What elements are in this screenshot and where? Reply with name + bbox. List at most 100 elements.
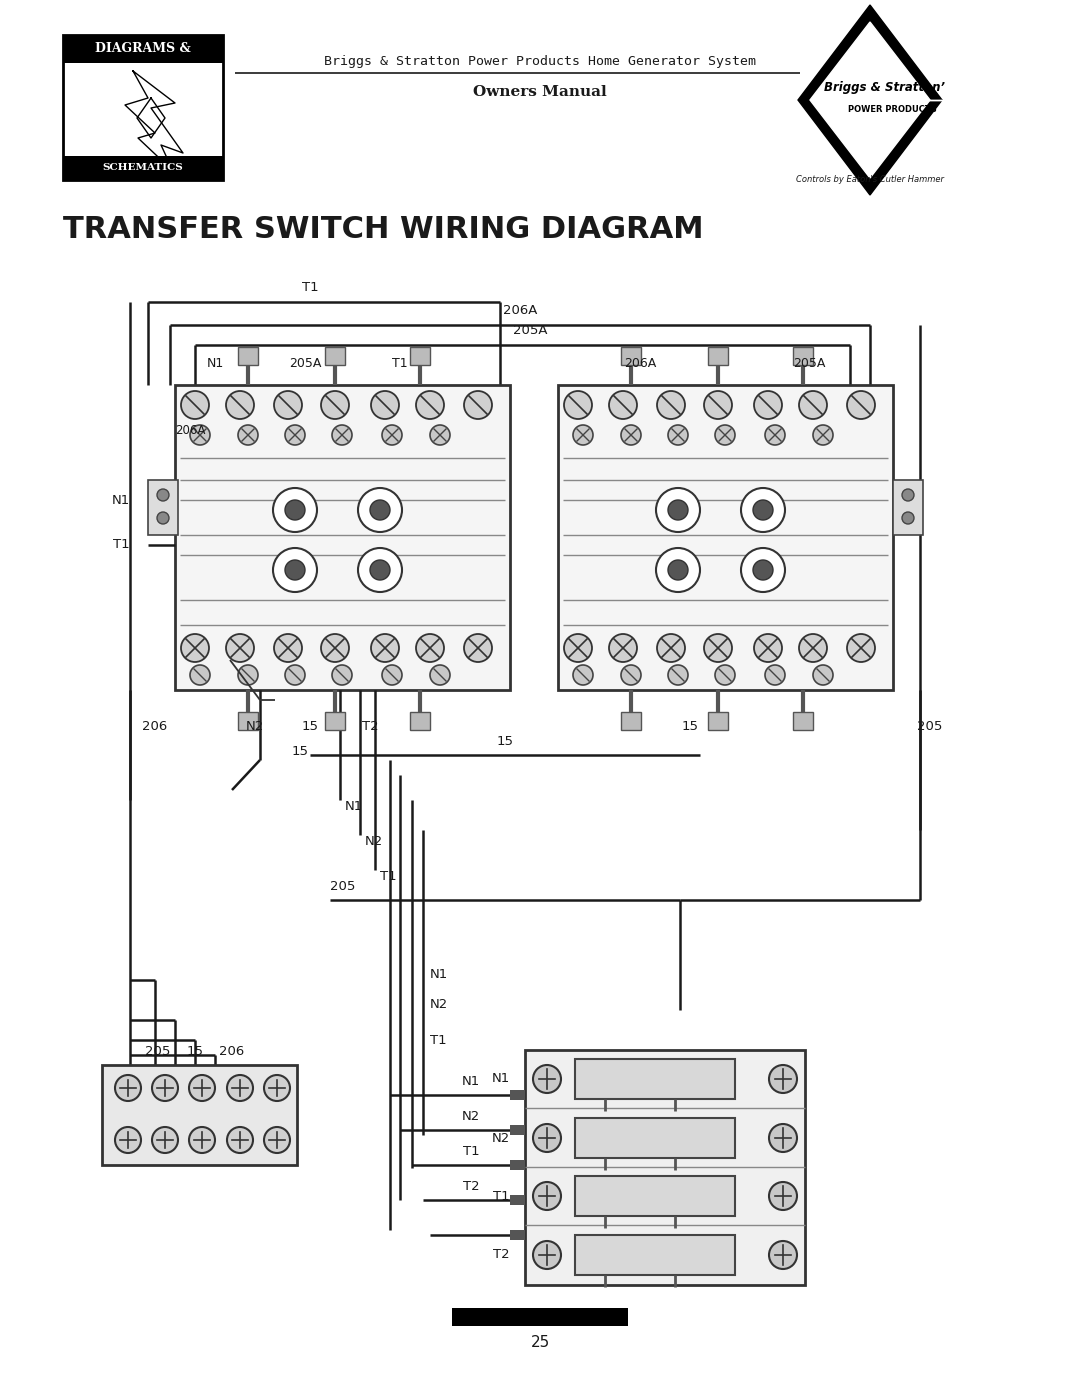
Circle shape xyxy=(669,425,688,446)
Polygon shape xyxy=(810,22,930,177)
Bar xyxy=(621,346,642,365)
Circle shape xyxy=(274,634,302,662)
Circle shape xyxy=(621,665,642,685)
Text: 15: 15 xyxy=(681,719,699,733)
Circle shape xyxy=(430,665,450,685)
Circle shape xyxy=(464,634,492,662)
Text: T1: T1 xyxy=(113,538,130,552)
Circle shape xyxy=(321,391,349,419)
Circle shape xyxy=(753,560,773,580)
Text: SCHEMATICS: SCHEMATICS xyxy=(103,163,184,172)
Text: N2: N2 xyxy=(462,1111,480,1123)
Circle shape xyxy=(902,511,914,524)
Bar xyxy=(148,481,178,535)
Text: 206: 206 xyxy=(219,1045,245,1058)
Circle shape xyxy=(534,1241,561,1268)
Circle shape xyxy=(273,488,318,532)
Bar xyxy=(558,386,893,690)
Circle shape xyxy=(765,425,785,446)
Text: 206: 206 xyxy=(143,719,167,733)
Circle shape xyxy=(152,1076,178,1101)
Text: N1: N1 xyxy=(430,968,448,982)
Bar xyxy=(708,346,728,365)
Bar xyxy=(238,712,258,731)
Circle shape xyxy=(534,1125,561,1153)
Circle shape xyxy=(332,665,352,685)
Bar xyxy=(510,1160,525,1171)
Circle shape xyxy=(769,1065,797,1092)
Circle shape xyxy=(357,488,402,532)
Circle shape xyxy=(704,391,732,419)
Circle shape xyxy=(181,391,210,419)
Circle shape xyxy=(370,560,390,580)
Circle shape xyxy=(564,634,592,662)
Circle shape xyxy=(657,391,685,419)
Bar xyxy=(893,481,923,535)
Text: 206A: 206A xyxy=(503,305,537,317)
Circle shape xyxy=(464,391,492,419)
Text: T1: T1 xyxy=(494,1189,510,1203)
Circle shape xyxy=(769,1182,797,1210)
Text: N1: N1 xyxy=(491,1073,510,1085)
Bar xyxy=(63,35,222,180)
Bar xyxy=(175,386,510,690)
Text: 205A: 205A xyxy=(288,358,321,370)
Circle shape xyxy=(741,488,785,532)
Circle shape xyxy=(741,548,785,592)
Circle shape xyxy=(372,634,399,662)
Circle shape xyxy=(715,425,735,446)
Circle shape xyxy=(238,665,258,685)
Circle shape xyxy=(765,665,785,685)
Circle shape xyxy=(799,391,827,419)
Bar xyxy=(325,712,345,731)
Circle shape xyxy=(656,488,700,532)
Circle shape xyxy=(357,548,402,592)
Bar xyxy=(410,712,430,731)
Circle shape xyxy=(273,548,318,592)
Text: N1: N1 xyxy=(206,358,224,370)
Circle shape xyxy=(416,634,444,662)
Circle shape xyxy=(382,425,402,446)
Circle shape xyxy=(114,1127,141,1153)
Circle shape xyxy=(573,665,593,685)
Circle shape xyxy=(190,665,210,685)
Circle shape xyxy=(534,1065,561,1092)
Circle shape xyxy=(657,634,685,662)
Bar xyxy=(575,1235,735,1275)
Text: 206A: 206A xyxy=(624,358,657,370)
Text: Briggs & Stratton Power Products Home Generator System: Briggs & Stratton Power Products Home Ge… xyxy=(324,56,756,68)
Bar xyxy=(63,35,222,63)
Circle shape xyxy=(285,500,305,520)
Text: T1: T1 xyxy=(301,281,319,293)
Circle shape xyxy=(609,634,637,662)
Circle shape xyxy=(332,425,352,446)
Circle shape xyxy=(564,391,592,419)
Circle shape xyxy=(226,391,254,419)
Text: 15: 15 xyxy=(301,719,319,733)
Bar xyxy=(238,346,258,365)
Circle shape xyxy=(847,391,875,419)
Circle shape xyxy=(754,391,782,419)
Circle shape xyxy=(190,425,210,446)
Circle shape xyxy=(813,425,833,446)
Text: T1: T1 xyxy=(380,870,396,883)
Circle shape xyxy=(285,560,305,580)
Bar xyxy=(510,1194,525,1206)
Text: T2: T2 xyxy=(463,1180,480,1193)
Text: T2: T2 xyxy=(494,1249,510,1261)
Circle shape xyxy=(157,511,168,524)
Circle shape xyxy=(902,489,914,502)
Circle shape xyxy=(227,1076,253,1101)
Text: Controls by Eaton's Cutler Hammer: Controls by Eaton's Cutler Hammer xyxy=(796,175,944,184)
Text: T1: T1 xyxy=(463,1146,480,1158)
Text: DIAGRAMS &: DIAGRAMS & xyxy=(95,42,191,56)
Text: TRANSFER SWITCH WIRING DIAGRAM: TRANSFER SWITCH WIRING DIAGRAM xyxy=(63,215,704,244)
Bar xyxy=(575,1059,735,1099)
Bar xyxy=(793,712,813,731)
Bar xyxy=(510,1125,525,1134)
Bar xyxy=(102,1065,297,1165)
Circle shape xyxy=(416,391,444,419)
Circle shape xyxy=(704,634,732,662)
Bar xyxy=(325,346,345,365)
Bar xyxy=(510,1090,525,1099)
